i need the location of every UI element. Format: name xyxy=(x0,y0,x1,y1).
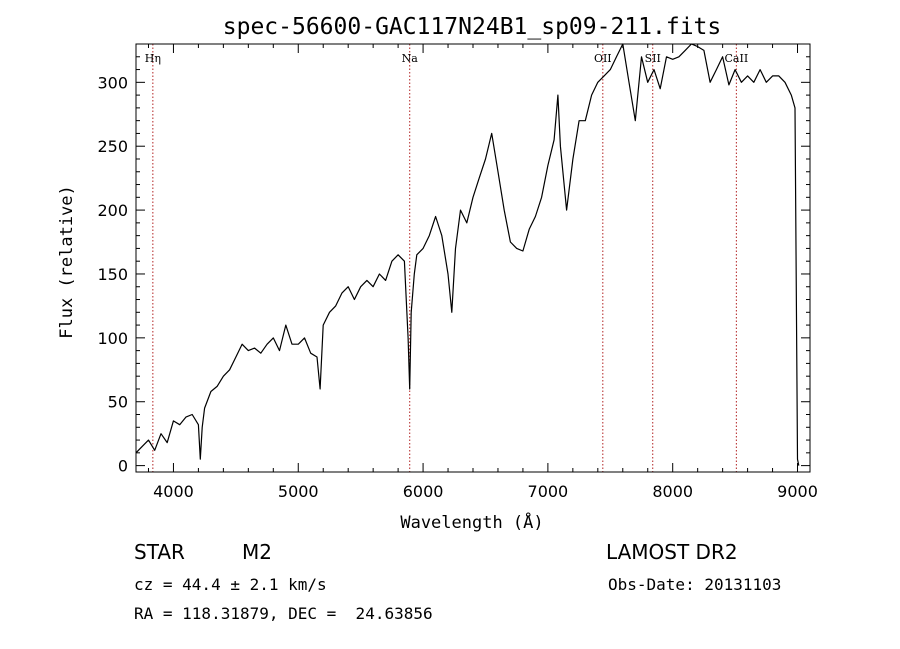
y-tick-label: 150 xyxy=(97,265,128,284)
y-tick-label: 200 xyxy=(97,201,128,220)
coords-text: RA = 118.31879, DEC = 24.63856 xyxy=(134,604,433,623)
object-subclass: M2 xyxy=(242,540,272,564)
object-type: STAR xyxy=(134,540,185,564)
x-axis-label: Wavelength (Å) xyxy=(400,511,543,533)
chart-title: spec-56600-GAC117N24B1_sp09-211.fits xyxy=(223,14,722,40)
spectral-line-label: Hη xyxy=(145,52,161,65)
y-tick-label: 250 xyxy=(97,137,128,156)
y-tick-label: 100 xyxy=(97,329,128,348)
y-tick-label: 300 xyxy=(97,73,128,92)
y-tick-label: 50 xyxy=(108,393,128,412)
x-tick-label: 8000 xyxy=(652,482,693,501)
spectral-line-label: SII xyxy=(645,52,661,65)
plot-area xyxy=(135,43,800,472)
spectral-line-label: OII xyxy=(594,52,612,65)
y-tick-label: 0 xyxy=(118,457,128,476)
plot-frame xyxy=(135,43,811,473)
x-tick-label: 6000 xyxy=(403,482,444,501)
x-tick-label: 5000 xyxy=(278,482,319,501)
spectrum-line xyxy=(135,43,800,466)
survey-name: LAMOST DR2 xyxy=(606,540,738,564)
spectral-line-label: Na xyxy=(402,52,419,65)
obs-date-text: Obs-Date: 20131103 xyxy=(608,575,782,594)
x-tick-label: 7000 xyxy=(528,482,569,501)
x-tick-label: 4000 xyxy=(153,482,194,501)
spectral-line-label: CaII xyxy=(725,52,749,65)
redshift-text: cz = 44.4 ± 2.1 km/s xyxy=(134,575,327,594)
x-tick-label: 9000 xyxy=(777,482,818,501)
y-axis-label: Flux (relative) xyxy=(57,185,77,339)
